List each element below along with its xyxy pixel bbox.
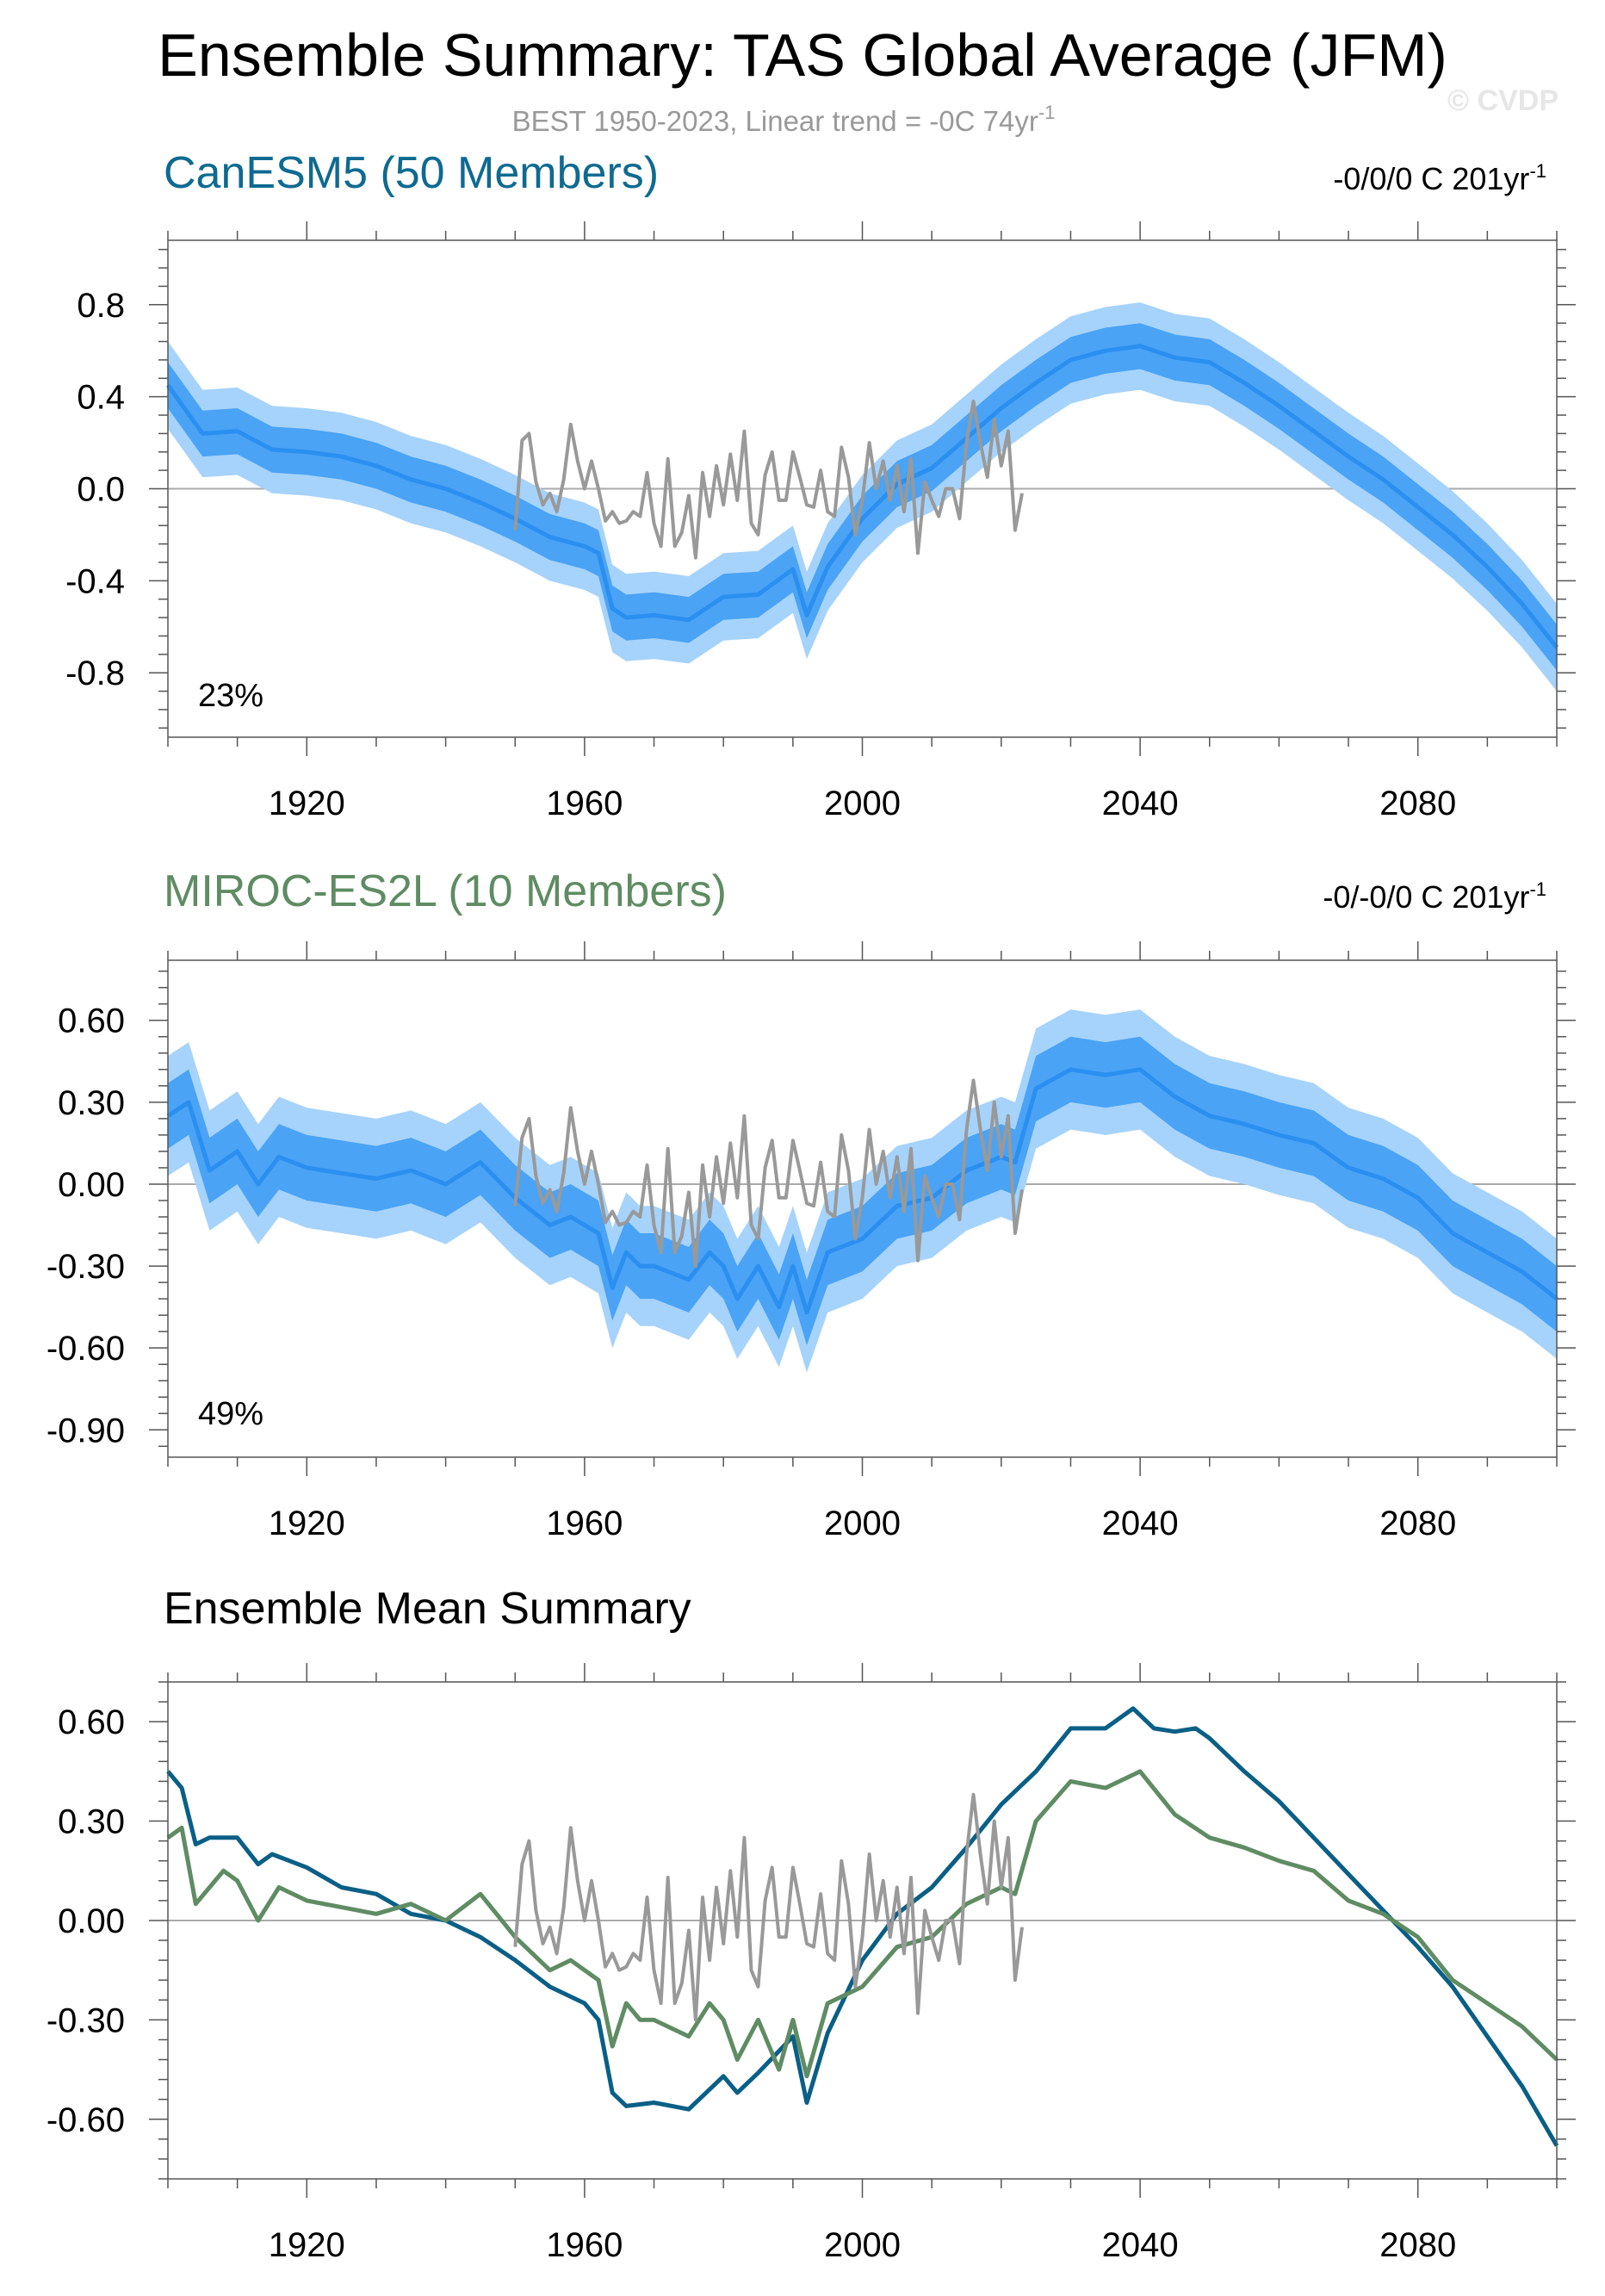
miroc-x-tick-label: 1920	[269, 1505, 345, 1542]
canesm5-line-best	[513, 400, 1024, 560]
figure-subtitle: BEST 1950-2023, Linear trend = -0C 74yr-…	[512, 102, 1056, 137]
panel-miroc-trend: -0/-0/0 C 201yr-1	[1323, 878, 1546, 915]
miroc-y-tick-label: 0.60	[58, 1002, 125, 1040]
canesm5-x-tick-label: 2080	[1379, 785, 1456, 822]
canesm5-y-tick-label: 0.4	[77, 379, 125, 417]
canesm5-y-tick-label: -0.8	[65, 655, 125, 692]
summary-x-tick-label: 1920	[269, 2226, 345, 2264]
summary-line-canesm5	[166, 1706, 1559, 2147]
canesm5-x-tick-label: 1920	[269, 785, 345, 822]
miroc-y-tick-label: -0.60	[46, 1330, 125, 1368]
canesm5-line-ensemble-mean	[165, 344, 1559, 649]
panel-miroc: MIROC-ES2L (10 Members) -0/-0/0 C 201yr-…	[46, 866, 1576, 1542]
summary-y-tick-label: -0.60	[46, 2101, 125, 2139]
canesm5-x-tick-label: 1960	[546, 785, 623, 822]
miroc-x-tick-label: 2000	[824, 1505, 901, 1542]
summary-y-tick-label: 0.60	[58, 1703, 125, 1741]
summary-x-tick-label: 1960	[546, 2226, 623, 2264]
panel-canesm5: CanESM5 (50 Members) -0/0/0 C 201yr-1 23…	[65, 148, 1576, 822]
canesm5-y-tick-label: 0.8	[77, 287, 125, 325]
panel-miroc-percent: 49%	[198, 1396, 263, 1432]
summary-x-tick-label: 2000	[824, 2226, 901, 2264]
summary-line-miroc-es2l	[166, 1769, 1559, 2079]
panel-canesm5-percent: 23%	[198, 678, 263, 714]
miroc-x-tick-label: 2080	[1379, 1505, 1456, 1542]
summary-y-tick-label: 0.00	[58, 1902, 125, 1940]
miroc-y-tick-label: -0.30	[46, 1248, 125, 1286]
miroc-line-best	[513, 1078, 1024, 1269]
miroc-y-tick-label: -0.90	[46, 1412, 125, 1449]
canesm5-x-tick-label: 2000	[824, 785, 901, 822]
panel-summary: Ensemble Mean Summary 1920 1960 2000 2040 20…	[46, 1584, 1576, 2264]
panel-canesm5-title: CanESM5 (50 Members)	[164, 148, 659, 198]
figure-title: Ensemble Summary: TAS Global Average (JF…	[158, 22, 1447, 89]
miroc-line-ensemble-mean	[166, 1067, 1559, 1315]
summary-x-tick-label: 2040	[1102, 2226, 1179, 2264]
panel-summary-title: Ensemble Mean Summary	[164, 1584, 691, 1634]
summary-y-tick-label: 0.30	[58, 1803, 125, 1841]
canesm5-x-tick-label: 2040	[1102, 785, 1179, 822]
canesm5-y-tick-label: 0.0	[77, 471, 125, 509]
panel-miroc-title: MIROC-ES2L (10 Members)	[164, 866, 727, 916]
miroc-x-tick-label: 1960	[546, 1505, 623, 1542]
summary-x-tick-label: 2080	[1379, 2226, 1456, 2264]
miroc-x-tick-label: 2040	[1102, 1505, 1179, 1542]
summary-y-tick-label: -0.30	[46, 2001, 125, 2039]
miroc-y-tick-label: 0.30	[58, 1084, 125, 1122]
canesm5-y-tick-label: -0.4	[65, 562, 125, 600]
miroc-y-tick-label: 0.00	[58, 1166, 125, 1204]
summary-line-best	[513, 1792, 1024, 2022]
panel-canesm5-trend: -0/0/0 C 201yr-1	[1333, 160, 1546, 196]
cvdp-watermark: © CVDP	[1447, 84, 1559, 117]
